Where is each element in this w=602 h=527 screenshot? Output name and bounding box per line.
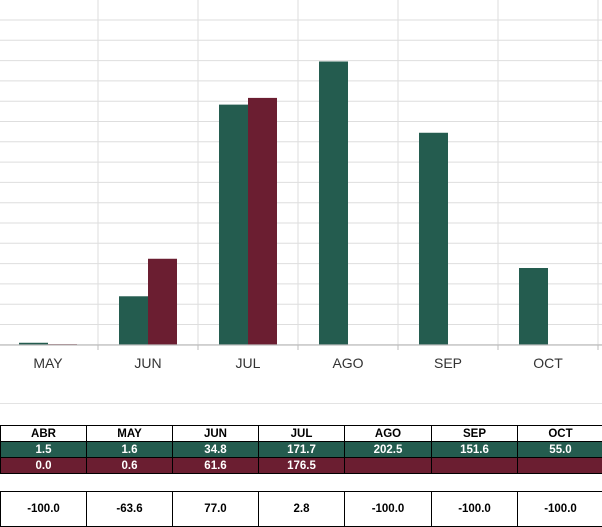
percent-change-cell-1: -63.6 <box>86 491 173 527</box>
series-a-cell-4: 202.5 <box>344 441 432 458</box>
percent-change-row: -100.0 -63.6 77.0 2.8 -100.0 -100.0 -100.0 <box>0 491 602 527</box>
series-a-cell-0: 1.5 <box>0 441 87 458</box>
bar-series-1-sep <box>419 132 448 345</box>
series-b-cell-2: 61.6 <box>172 457 259 474</box>
percent-change-cell-2: 77.0 <box>172 491 259 527</box>
month-header-cell-1: MAY <box>86 425 173 442</box>
series-b-cell-0: 0.0 <box>0 457 87 474</box>
series-b-cell-5 <box>431 457 518 474</box>
month-header-cell-3: JUL <box>258 425 345 442</box>
series-a-cell-1: 1.6 <box>86 441 173 458</box>
month-header-cell-4: AGO <box>344 425 432 442</box>
series-b-cell-1: 0.6 <box>86 457 173 474</box>
month-header-row: ABR MAY JUN JUL AGO SEP OCT <box>0 425 602 442</box>
series-b-cell-6 <box>517 457 602 474</box>
month-header-cell-5: SEP <box>431 425 518 442</box>
bar-series-2-jul <box>248 97 277 346</box>
x-tick-label-jul: JUL <box>236 355 261 371</box>
series-a-row: 1.5 1.6 34.8 171.7 202.5 151.6 55.0 <box>0 441 602 458</box>
series-a-cell-3: 171.7 <box>258 441 345 458</box>
bar-chart: MAY JUN JUL AGO SEP OCT <box>0 0 602 371</box>
bar-series-1-ago <box>319 61 348 345</box>
section-divider <box>0 403 602 404</box>
percent-change-cell-4: -100.0 <box>344 491 432 527</box>
bar-series-1-may <box>19 342 48 345</box>
bar-series-1-jun <box>119 296 148 345</box>
bar-series-2-jun <box>148 258 177 345</box>
series-a-cell-6: 55.0 <box>517 441 602 458</box>
percent-change-cell-3: 2.8 <box>258 491 345 527</box>
data-table: ABR MAY JUN JUL AGO SEP OCT 1.5 1.6 34.8 171.7 202… <box>0 425 602 474</box>
month-header-cell-0: ABR <box>0 425 87 442</box>
month-header-cell-6: OCT <box>517 425 602 442</box>
x-tick-label-jun: JUN <box>134 355 161 371</box>
x-tick-label-ago: AGO <box>332 355 363 371</box>
percent-change-cell-0: -100.0 <box>0 491 87 527</box>
series-a-cell-2: 34.8 <box>172 441 259 458</box>
percent-change-cell-6: -100.0 <box>517 491 602 527</box>
month-header-cell-2: JUN <box>172 425 259 442</box>
x-tick-label-oct: OCT <box>533 355 563 371</box>
series-b-cell-3: 176.5 <box>258 457 345 474</box>
percent-change-cell-5: -100.0 <box>431 491 518 527</box>
series-b-cell-4 <box>344 457 432 474</box>
series-b-row: 0.0 0.6 61.6 176.5 <box>0 457 602 474</box>
x-tick-label-sep: SEP <box>434 355 462 371</box>
series-a-cell-5: 151.6 <box>431 441 518 458</box>
x-tick-label-may: MAY <box>33 355 63 371</box>
percent-change-table: -100.0 -63.6 77.0 2.8 -100.0 -100.0 -100.0 <box>0 491 602 527</box>
bar-series-1-oct <box>519 268 548 345</box>
bar-series-1-jul <box>219 104 248 346</box>
